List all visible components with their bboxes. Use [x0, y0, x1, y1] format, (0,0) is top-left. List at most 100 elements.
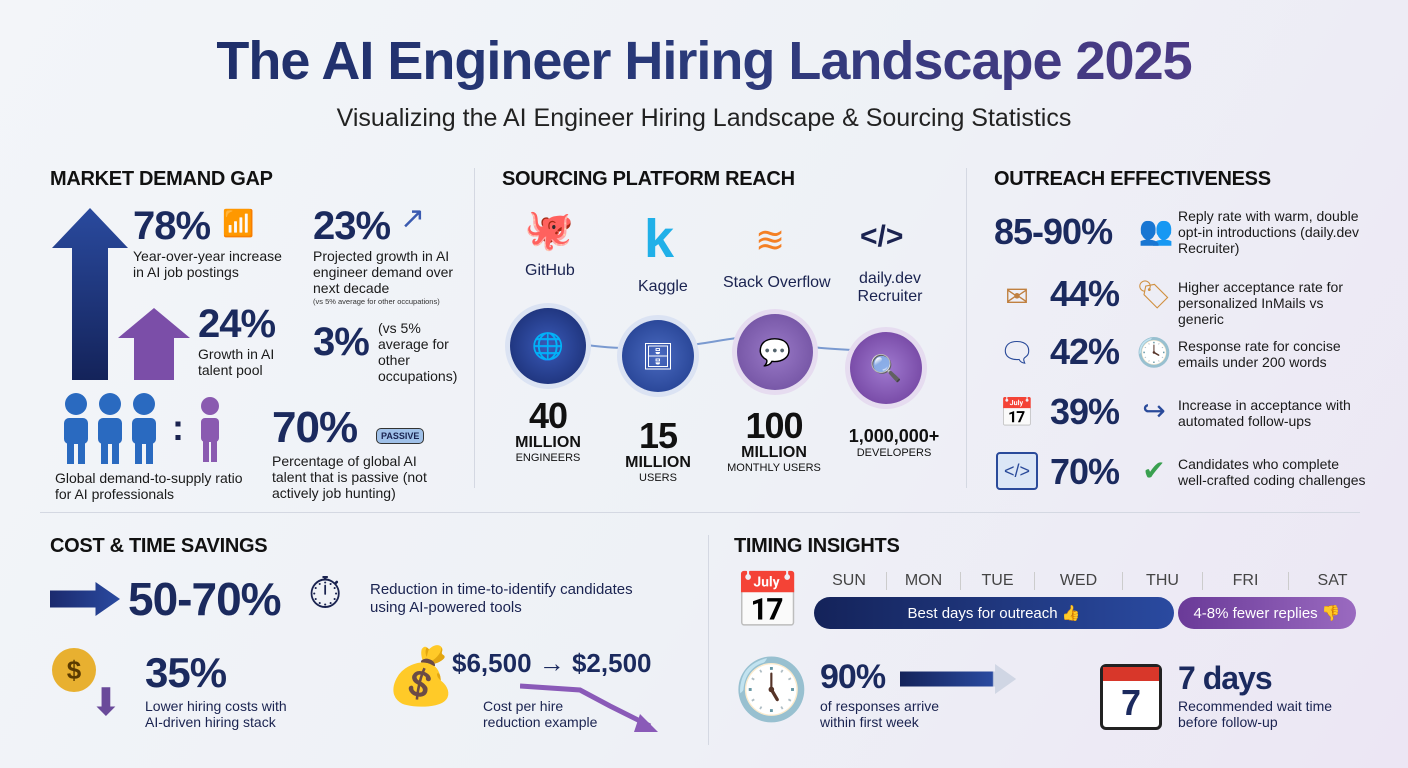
timing-heading: TIMING INSIGHTS [734, 535, 900, 557]
stat-3: 3% [313, 320, 370, 364]
stat-23-note: (vs 5% average for other occupations) [313, 297, 440, 306]
page-title: The AI Engineer Hiring Landscape 2025 [0, 30, 1408, 92]
value: 40 [528, 395, 568, 436]
chat-people-icon: 👥 [1138, 214, 1174, 246]
platform-stat-github: 40 MILLION ENGINEERS [508, 395, 588, 465]
outreach-label: Increase in acceptance with automated fo… [1178, 397, 1351, 429]
money-bag-icon: 💰 [386, 644, 456, 707]
value: 1,000,000+ [848, 426, 940, 446]
coin-dollar-icon: $ [52, 648, 96, 692]
platform-connector-line [544, 335, 896, 353]
down-arrow-icon: ⬇ [90, 682, 122, 724]
day-thu: THU [1122, 572, 1202, 590]
people-ratio-icon [64, 393, 219, 464]
kaggle-logo-icon: k [644, 209, 675, 269]
outreach-value: 42% [1050, 331, 1120, 372]
github-logo-icon: 🐙 [524, 208, 574, 252]
check-icon: ✔ [1142, 454, 1166, 486]
desc: MONTHLY USERS [727, 462, 821, 474]
unit: MILLION [625, 454, 691, 471]
stat-78: 78% [133, 204, 211, 248]
desc: ENGINEERS [515, 452, 581, 464]
globe-icon: 🌐 [510, 308, 586, 384]
stat-35-label: Lower hiring costs with AI-driven hiring… [145, 698, 287, 730]
database-icon: 🗄 [622, 320, 694, 392]
up-arrow-small-icon [118, 308, 190, 380]
platform-name-github: GitHub [525, 262, 575, 279]
platform-name-dailydev: daily.dev Recruiter [857, 270, 923, 305]
platform-name-kaggle: Kaggle [638, 278, 688, 295]
outreach-value: 70% [1050, 451, 1120, 492]
clock-face-icon: 🕔 [734, 656, 809, 723]
stat-50-70: 50-70% [128, 573, 282, 625]
stat-35: 35% [145, 649, 227, 696]
stat-23: 23% [313, 204, 391, 248]
fewer-replies-bar: 4-8% fewer replies 👎 [1178, 597, 1356, 629]
stopwatch-icon: ⏱ [308, 569, 343, 618]
platform-stat-kaggle: 15 MILLION USERS [618, 415, 698, 485]
forward-arrow-icon: ↪ [1142, 394, 1166, 426]
calendar-icon: 📅 [734, 571, 802, 631]
clock-icon: 🕓 [1136, 336, 1172, 368]
stackoverflow-logo-icon: ≋ [755, 219, 786, 260]
market-heading: MARKET DEMAND GAP [50, 168, 273, 190]
cost-per-hire-label: Cost per hire reduction example [483, 698, 598, 730]
dailydev-logo-icon: </> [860, 220, 904, 253]
progress-arrow-icon [900, 664, 1017, 694]
downtrend-arrow-icon [520, 683, 658, 732]
calendar-header [1103, 667, 1159, 681]
calendar-number: 7 [1120, 682, 1142, 723]
outreach-value: 39% [1050, 391, 1120, 432]
stat-24: 24% [198, 302, 276, 346]
value: 100 [745, 405, 803, 446]
code-window-icon: </> [996, 452, 1038, 490]
divider [40, 512, 1360, 513]
desc: USERS [639, 472, 677, 484]
day-sat: SAT [1288, 572, 1376, 590]
day-mon: MON [886, 572, 960, 590]
platform-stat-dailydev: 1,000,000+ DEVELOPERS [838, 426, 950, 459]
day-tue: TUE [960, 572, 1034, 590]
chat-bubbles-icon: 🗨 [999, 336, 1035, 368]
desc: DEVELOPERS [856, 447, 932, 459]
cost-heading: COST & TIME SAVINGS [50, 535, 268, 557]
divider [966, 168, 967, 488]
page-subtitle: Visualizing the AI Engineer Hiring Lands… [336, 104, 1072, 132]
stat-3-label: (vs 5% average for other occupations) [378, 320, 458, 384]
ratio-label: Global demand-to-supply ratio for AI pro… [55, 470, 243, 502]
stat-7-days: 7 days [1178, 660, 1273, 696]
outreach-label: Response rate for concise emails under 2… [1178, 338, 1341, 370]
bar-chart-icon: 📶 [222, 208, 255, 238]
stat-7-days-label: Recommended wait time before follow-up [1178, 698, 1333, 730]
calendar-clock-icon: 📅 [999, 396, 1035, 428]
tag-icon: 🏷 [1136, 278, 1172, 310]
cost-per-hire-value: $6,500 → $2,500 [452, 648, 652, 678]
platform-name-stackoverflow: Stack Overflow [723, 274, 831, 291]
stat-90: 90% [820, 658, 886, 696]
weekday-row: SUN MON TUE WED THU FRI SAT [812, 572, 1376, 590]
envelope-icon: ✉ [1005, 280, 1029, 312]
outreach-value: 85-90% [994, 211, 1113, 252]
platforms-heading: SOURCING PLATFORM REACH [502, 168, 795, 190]
unit: MILLION [515, 434, 581, 451]
stat-23-label: Projected growth in AI engineer demand o… [313, 248, 454, 296]
stat-90-label: of responses arrive within first week [820, 698, 940, 730]
stat-78-label: Year-over-year increase in AI job postin… [133, 248, 282, 280]
search-icon: 🔍 [850, 332, 922, 404]
growth-arrow-icon: ↗ [400, 202, 426, 235]
outreach-label: Reply rate with warm, double opt-in intr… [1178, 208, 1360, 256]
calendar-seven-icon: 7 [1100, 664, 1162, 730]
chat-icon: 💬 [737, 314, 813, 390]
best-days-bar: Best days for outreach 👍 [814, 597, 1174, 629]
day-wed: WED [1034, 572, 1122, 590]
day-fri: FRI [1202, 572, 1288, 590]
up-arrow-icon [52, 208, 128, 380]
unit: MILLION [741, 444, 807, 461]
divider [474, 168, 475, 488]
ratio-separator: : [172, 407, 184, 448]
stat-70-passive-label: Percentage of global AI talent that is p… [272, 453, 427, 501]
outreach-label: Candidates who complete well-crafted cod… [1178, 456, 1366, 488]
stat-70-passive: 70% [272, 403, 358, 452]
value: 15 [638, 415, 678, 456]
stat-24-label: Growth in AI talent pool [198, 346, 275, 378]
